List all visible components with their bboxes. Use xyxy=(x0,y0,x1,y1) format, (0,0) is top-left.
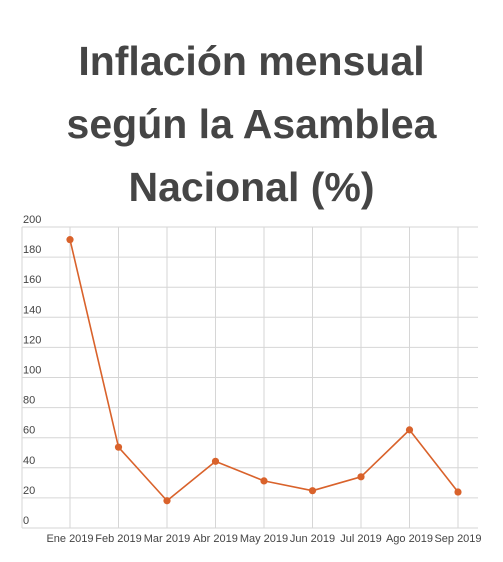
x-axis-tick-labels: Ene 2019 Feb 2019 Mar 2019 Abr 2019 May 2019… xyxy=(46,533,481,545)
series-points xyxy=(66,236,462,505)
x-tick-label: Jun 2019 xyxy=(290,533,335,545)
data-point xyxy=(357,473,365,481)
data-point xyxy=(454,488,462,496)
y-tick-label: 0 xyxy=(23,515,29,527)
y-tick-label: 60 xyxy=(23,425,35,437)
y-axis-tick-labels: 0 20 40 60 80 100 120 140 160 180 200 xyxy=(23,214,41,527)
x-tick-label: Ene 2019 xyxy=(46,533,93,545)
chart-title: Inflación mensual según la Asamblea Naci… xyxy=(0,30,503,219)
x-tick-label: Abr 2019 xyxy=(193,533,238,545)
chart-title-line-1: Inflación mensual xyxy=(78,38,425,84)
data-point xyxy=(163,497,171,505)
x-tick-label: Jul 2019 xyxy=(340,533,382,545)
data-point xyxy=(211,457,220,465)
data-point xyxy=(405,426,414,434)
y-tick-label: 140 xyxy=(23,304,41,316)
data-point xyxy=(114,443,123,451)
x-tick-label: Mar 2019 xyxy=(144,533,190,545)
x-tick-label: May 2019 xyxy=(240,533,288,545)
y-tick-label: 20 xyxy=(23,485,35,497)
data-point xyxy=(66,236,74,244)
y-tick-label: 100 xyxy=(23,365,41,377)
x-tick-label: Sep 2019 xyxy=(434,533,481,545)
y-tick-label: 40 xyxy=(23,455,35,467)
chart-title-line-2: según la Asamblea xyxy=(66,101,437,147)
y-tick-label: 180 xyxy=(23,244,41,256)
y-tick-label: 120 xyxy=(23,334,41,346)
x-tick-label: Ago 2019 xyxy=(386,533,433,545)
data-point xyxy=(260,477,268,485)
y-tick-label: 200 xyxy=(23,214,41,226)
y-tick-label: 160 xyxy=(23,274,41,286)
chart-title-line-3: Nacional (%) xyxy=(128,164,375,210)
y-tick-label: 80 xyxy=(23,395,35,407)
x-tick-label: Feb 2019 xyxy=(95,533,141,545)
data-point xyxy=(308,487,317,495)
vertical-gridlines xyxy=(21,227,459,528)
